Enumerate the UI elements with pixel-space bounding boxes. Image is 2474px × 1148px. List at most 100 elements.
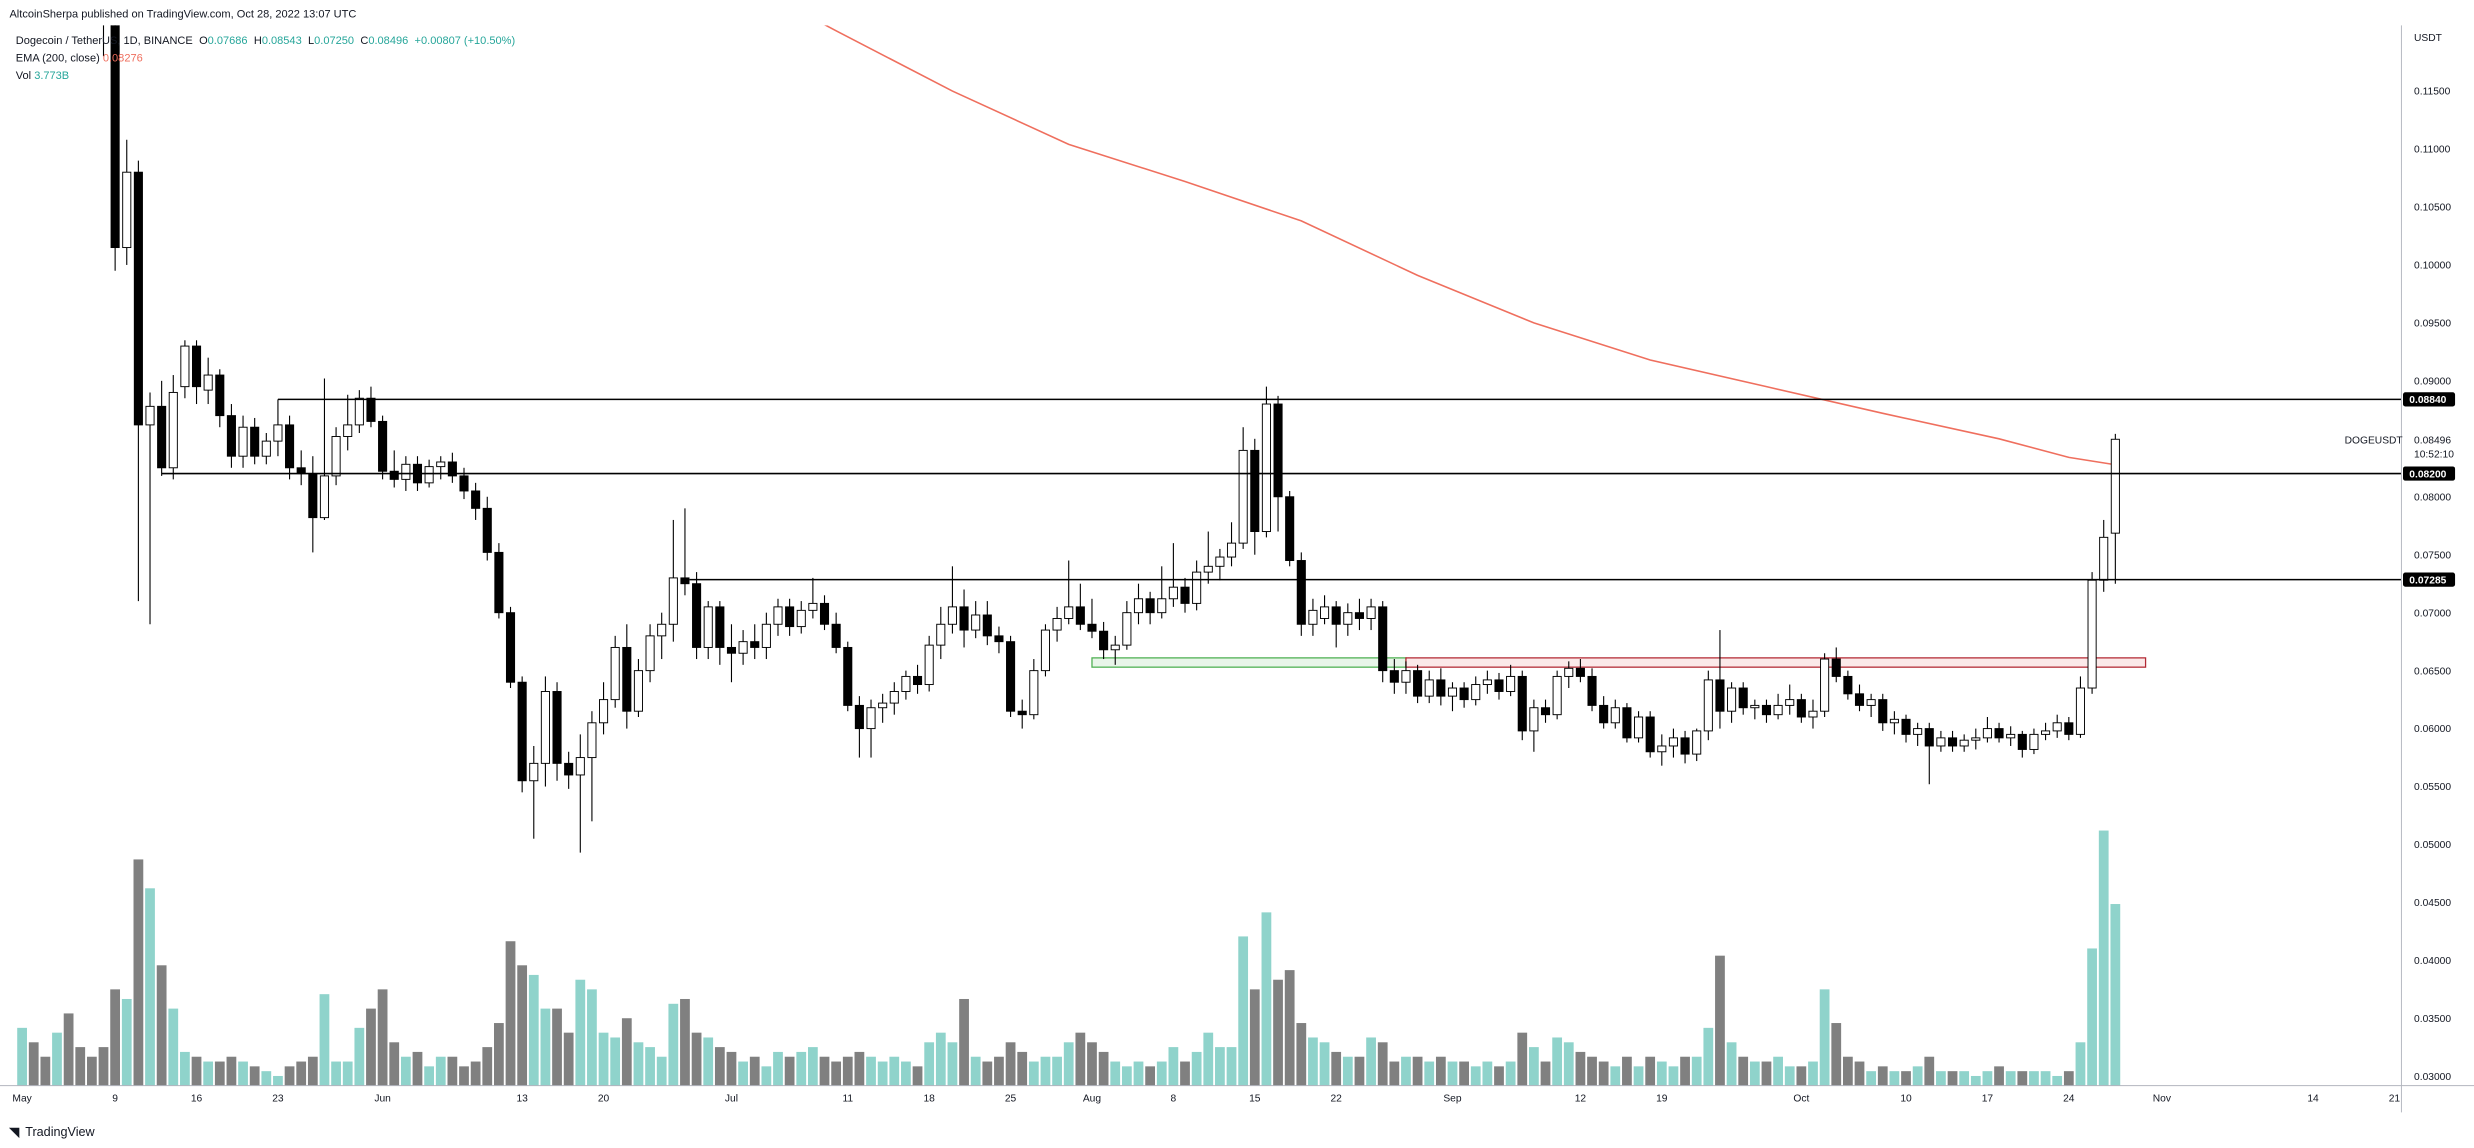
- candle-body: [1703, 679, 1713, 732]
- volume-bar: [366, 1008, 376, 1086]
- candle-body: [482, 507, 492, 553]
- candle-body: [1668, 737, 1678, 747]
- volume-bar: [1005, 1042, 1016, 1086]
- candle-body: [901, 675, 911, 692]
- volume-bar: [1668, 1066, 1679, 1086]
- candle-body: [924, 644, 934, 686]
- volume-bar: [1366, 1037, 1376, 1086]
- volume-bar: [1401, 1056, 1411, 1086]
- x-tick-label: 11: [842, 1093, 853, 1104]
- volume-bar: [1587, 1056, 1597, 1086]
- candle-body: [773, 606, 783, 625]
- volume-bar: [1389, 1061, 1400, 1086]
- candle-body: [1727, 687, 1737, 712]
- candle-body: [1913, 728, 1923, 735]
- candle-body: [145, 405, 155, 426]
- volume-bar: [2052, 1075, 2063, 1086]
- volume-bar: [1819, 989, 1830, 1086]
- volume-bar: [1680, 1056, 1690, 1086]
- candle-body: [1133, 598, 1144, 614]
- volume-bar: [1133, 1061, 1144, 1086]
- volume-bar: [1563, 1042, 1574, 1086]
- candle-body: [424, 466, 434, 484]
- y-tick-label: 0.10000: [2414, 261, 2451, 272]
- candle-body: [1494, 679, 1504, 692]
- candle-body: [285, 424, 295, 469]
- volume-bar: [28, 1042, 39, 1086]
- x-tick-label: 23: [272, 1093, 284, 1104]
- candle-body: [1947, 737, 1958, 747]
- candle-body: [122, 171, 132, 249]
- candle-body: [1599, 704, 1609, 724]
- candle-body: [133, 171, 143, 426]
- volume-bar: [470, 1061, 481, 1086]
- candle-body: [971, 614, 981, 631]
- candle-body: [540, 691, 550, 764]
- candle-body: [517, 681, 527, 782]
- candle-body: [1331, 606, 1341, 625]
- candle-body: [1692, 730, 1702, 755]
- volume-bar: [1808, 1061, 1818, 1086]
- candle-body: [238, 426, 248, 457]
- candle-body: [1878, 699, 1888, 724]
- level-label: 0.07285: [2409, 575, 2446, 586]
- volume-bar: [75, 1047, 86, 1086]
- x-tick-label: 9: [112, 1093, 118, 1104]
- volume-bar: [1377, 1042, 1388, 1086]
- candle-body: [157, 405, 167, 469]
- volume-bar: [447, 1056, 458, 1086]
- y-tick-label: 0.11000: [2414, 145, 2451, 156]
- candle-body: [1680, 737, 1690, 755]
- candle-body: [564, 762, 574, 776]
- candle-body: [1099, 630, 1109, 651]
- symbol: Dogecoin / TetherUS, 1D, BINANCE: [16, 35, 193, 47]
- candle-body: [1959, 739, 1969, 747]
- candle-body: [1389, 670, 1399, 683]
- change: +0.00807 (+10.50%): [415, 35, 516, 47]
- byline: AltcoinSherpa published on TradingView.c…: [9, 8, 356, 20]
- candle-body: [1540, 707, 1551, 716]
- ema-name: EMA (200, close): [16, 53, 100, 65]
- volume-bar: [133, 859, 144, 1086]
- volume-bar: [1121, 1066, 1132, 1086]
- volume-bar: [854, 1051, 865, 1086]
- candle-body: [1459, 687, 1469, 701]
- volume-bar: [191, 1056, 202, 1086]
- x-tick-label: Nov: [2153, 1093, 2172, 1104]
- candle-body: [1761, 704, 1772, 716]
- x-tick-label: May: [12, 1093, 32, 1104]
- volume-bar: [714, 1047, 725, 1086]
- candle-body: [168, 391, 178, 469]
- candle-body: [1110, 644, 1120, 651]
- volume-bar: [377, 989, 388, 1086]
- candle-body: [726, 646, 737, 654]
- currency: USDT: [2414, 33, 2443, 44]
- x-tick-label: 22: [1330, 1093, 1342, 1104]
- volume-bar: [1994, 1066, 2004, 1086]
- volume-bar: [1889, 1071, 1900, 1086]
- ohlc-value: 0.08543: [262, 35, 302, 47]
- volume-bar: [1156, 1061, 1167, 1086]
- volume-bar: [1842, 1056, 1853, 1086]
- x-tick-label: 24: [2063, 1093, 2075, 1104]
- volume-bar: [819, 1056, 830, 1086]
- volume-bar: [1691, 1056, 1702, 1086]
- candle-body: [2064, 722, 2074, 735]
- volume-bar: [691, 1032, 702, 1086]
- y-tick-label: 0.04000: [2414, 956, 2451, 967]
- volume-bar: [1901, 1071, 1911, 1086]
- candle-body: [494, 551, 504, 614]
- candle-body: [1517, 675, 1527, 732]
- candle-body: [866, 707, 876, 730]
- volume-bar: [1145, 1066, 1156, 1086]
- volume-bar: [994, 1056, 1004, 1086]
- volume-bar: [1505, 1061, 1516, 1086]
- candle-body: [1087, 623, 1097, 632]
- candle-body: [1006, 641, 1016, 712]
- volume-bar: [645, 1047, 655, 1086]
- candle-body: [180, 345, 190, 388]
- candle-body: [947, 606, 957, 625]
- volume-bar: [924, 1042, 935, 1086]
- volume-bar: [145, 888, 155, 1086]
- candle-body: [959, 606, 969, 631]
